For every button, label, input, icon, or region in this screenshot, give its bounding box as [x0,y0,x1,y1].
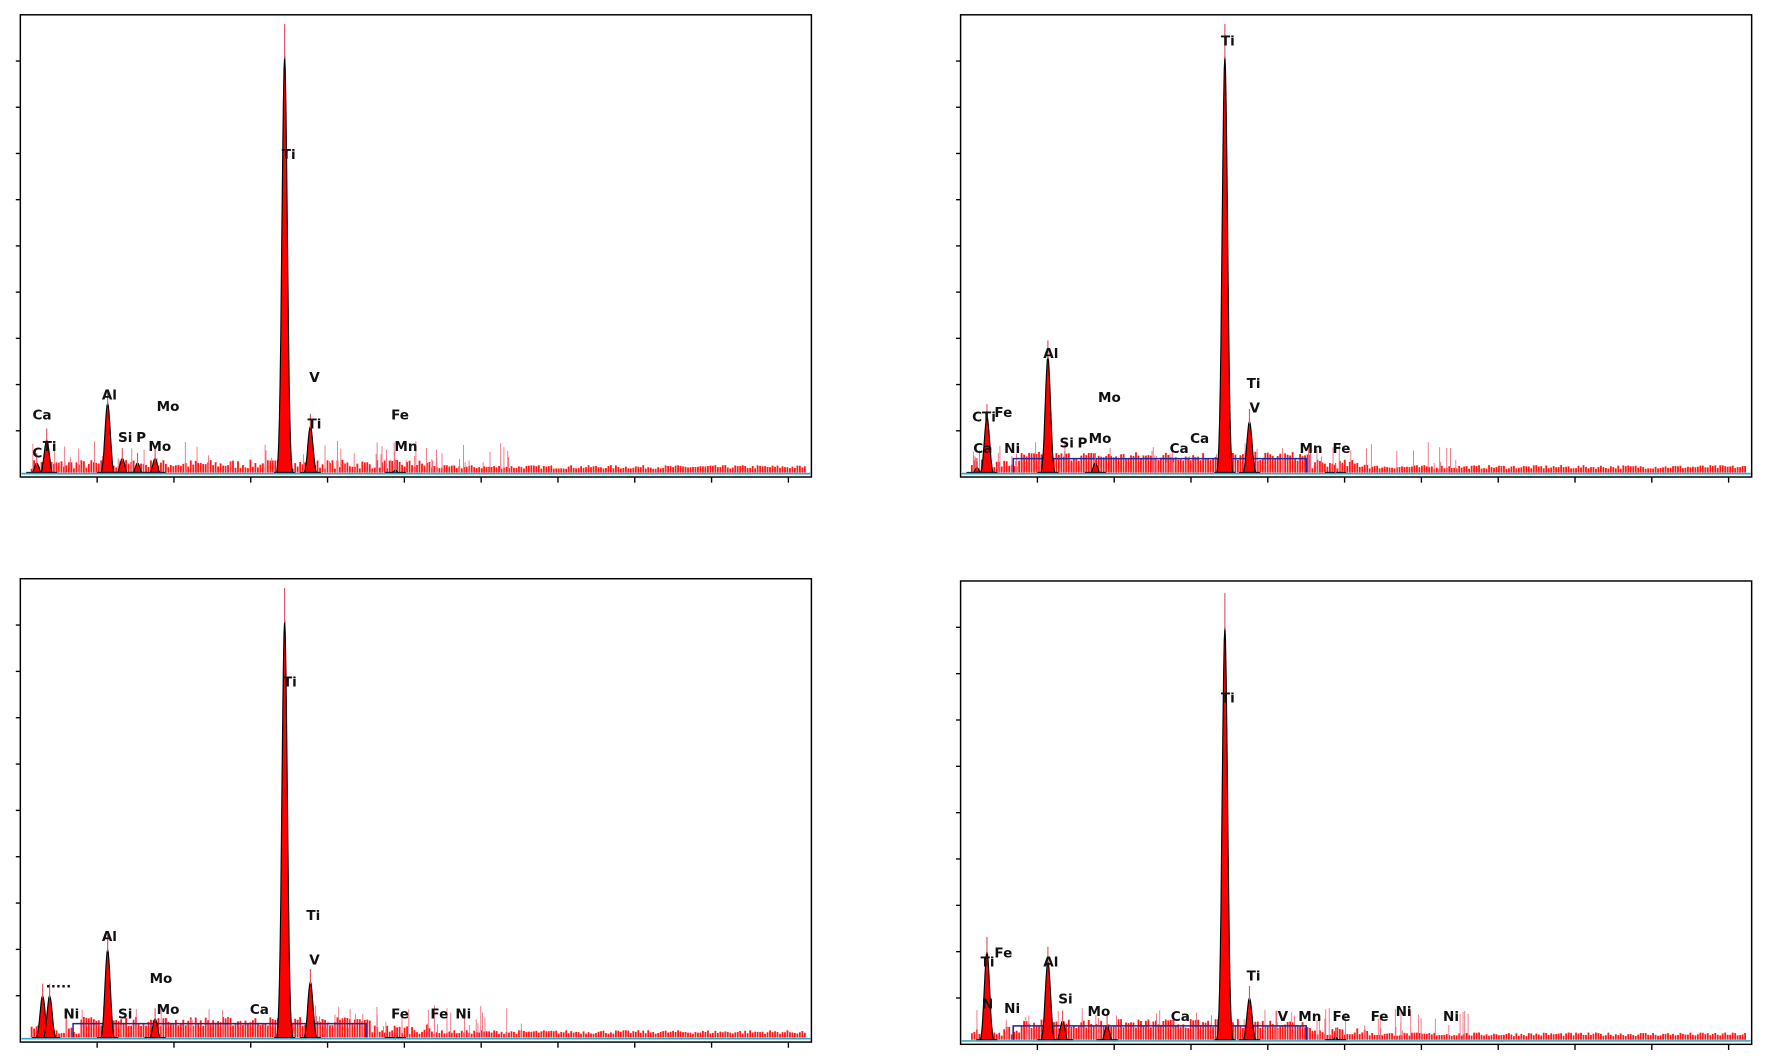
element-label: Fe [430,1007,448,1023]
peak [274,56,296,474]
element-label: C [32,446,42,462]
peak [274,620,296,1039]
element-label: Ti [1247,376,1261,392]
element-label: Ca [1170,441,1189,457]
element-label: Si [1059,436,1073,452]
element-label: Al [102,929,117,945]
element-label: Ti [1247,968,1261,984]
element-label: Ti [981,955,995,971]
element-label: Fe [391,407,409,423]
element-label: Ti [1221,690,1235,706]
peak [1214,56,1236,474]
element-label: V [309,952,320,968]
element-label: Al [1043,346,1058,362]
element-label: Mo [1087,1004,1110,1020]
spectrum-panel-bottom-left: Ti Ti V Al Mo Ni Si Mo Ca Fe Fe Ni..... [15,577,813,1048]
element-label: Ti [306,908,320,924]
element-label: Si [1058,992,1072,1008]
element-label: Al [1043,955,1058,971]
peak [1214,627,1236,1041]
element-label: Fe [994,945,1012,961]
element-label: Ti [1221,33,1235,49]
element-label: Mo [150,971,173,987]
element-label: Fe [1333,1009,1351,1025]
element-label: P [1078,436,1088,452]
element-label: Ni [63,1007,79,1023]
element-label: Mo [1089,431,1112,447]
element-label: Ca [1190,431,1209,447]
element-label: Ni [1396,1004,1412,1020]
noise-spikes [32,440,509,473]
element-label: CTi [972,410,996,426]
element-label: Ca [1171,1009,1190,1025]
element-label: Ni [455,1007,471,1023]
element-label: V [1278,1009,1289,1025]
element-label: Ca [250,1002,269,1018]
element-label: Mn [394,439,417,455]
plot-frame [19,14,813,478]
element-label: Ti [282,147,296,163]
element-label: Mo [1098,390,1121,406]
element-label: Ti [43,439,57,455]
element-label: Mn [1298,1009,1321,1025]
element-label: Si [118,430,132,446]
element-label: Mo [148,439,171,455]
element-label: ..... [46,975,72,991]
element-label: V [1250,400,1261,416]
element-label: Ti [283,674,297,690]
element-label: Ca [973,441,992,457]
element-label: Mn [1299,441,1322,457]
element-label: Mo [157,1002,180,1018]
element-label: Ca [32,407,51,423]
element-label: V [309,370,320,386]
plot-frame [959,580,1753,1046]
continuum-line [72,1022,367,1038]
element-label: Ni [1443,1009,1459,1025]
plot-frame [959,14,1753,478]
element-label: Al [102,387,117,403]
element-label: Fe [1371,1009,1389,1025]
element-label: Mo [157,399,180,415]
continuum-line [1012,457,1308,473]
element-label: Fe [994,405,1012,421]
element-label: Fe [1333,441,1351,457]
element-label: Ti [308,417,322,433]
element-label: Fe [391,1007,409,1023]
element-label: Si [118,1007,132,1023]
element-label: Ni [1004,1001,1020,1017]
element-label: N [982,996,993,1012]
continuum-line [1012,1025,1308,1040]
element-label: Ni [1004,441,1020,457]
plot-frame [19,577,813,1043]
element-label: P [136,430,146,446]
